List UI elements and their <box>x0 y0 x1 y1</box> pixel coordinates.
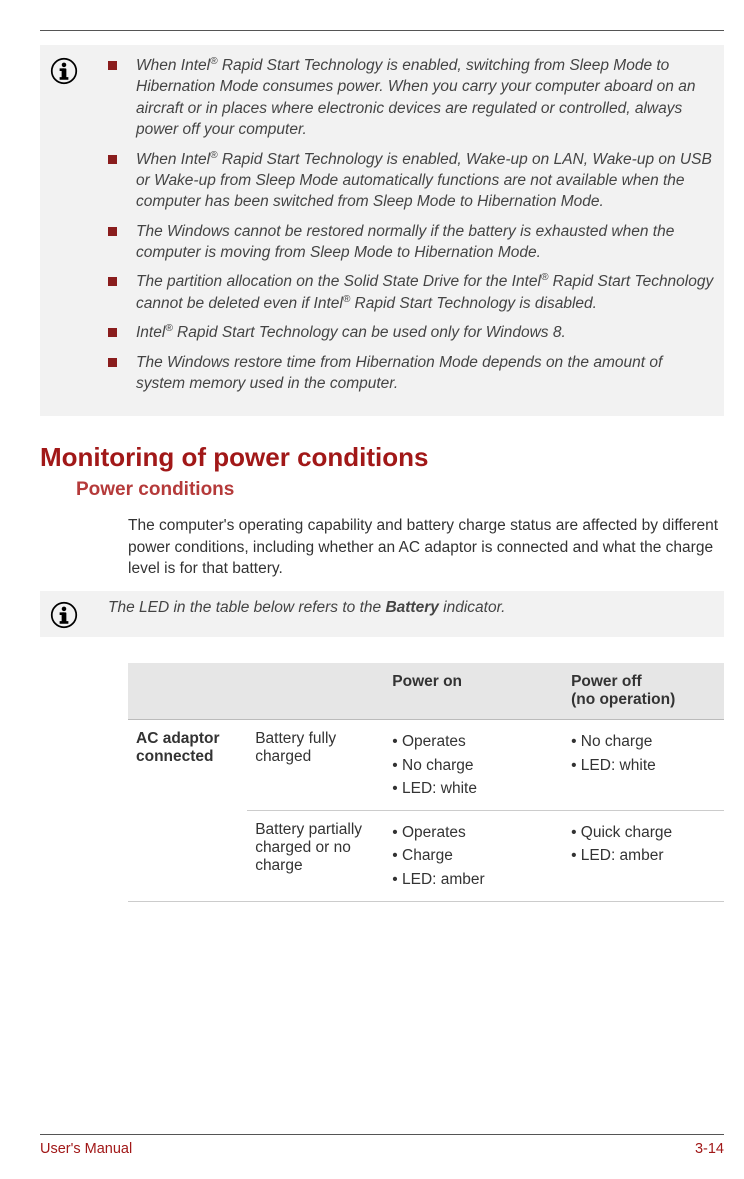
info-note-item: The Windows restore time from Hibernatio… <box>108 352 714 395</box>
info-note-item: The partition allocation on the Solid St… <box>108 271 714 314</box>
top-rule <box>40 30 724 31</box>
info-note-item: When Intel® Rapid Start Technology is en… <box>108 149 714 213</box>
table-cell: • No charge• LED: white <box>563 720 724 811</box>
info-icon <box>50 57 78 85</box>
table-cell: • Quick charge• LED: amber <box>563 811 724 902</box>
table-cell: Battery partially charged or no charge <box>247 811 384 902</box>
table-header: Power on <box>384 663 563 720</box>
footer-left: User's Manual <box>40 1141 132 1157</box>
page-footer: User's Manual 3-14 <box>40 1134 724 1157</box>
info-note-item: Intel® Rapid Start Technology can be use… <box>108 322 714 343</box>
table-cell: • Operates• Charge• LED: amber <box>384 811 563 902</box>
table-header <box>128 663 247 720</box>
footer-right: 3-14 <box>695 1141 724 1157</box>
table-rowhead: AC adaptor connected <box>128 720 247 902</box>
table-row: AC adaptor connectedBattery fully charge… <box>128 720 724 811</box>
info-note-item: When Intel® Rapid Start Technology is en… <box>108 55 714 141</box>
table-cell: • Operates• No charge• LED: white <box>384 720 563 811</box>
subsection-heading: Power conditions <box>76 479 724 501</box>
table-cell: Battery fully charged <box>247 720 384 811</box>
info-note-box-1: When Intel® Rapid Start Technology is en… <box>40 45 724 416</box>
info-note-item: The Windows cannot be restored normally … <box>108 221 714 264</box>
body-paragraph: The computer's operating capability and … <box>128 515 724 579</box>
power-conditions-table: Power onPower off(no operation)AC adapto… <box>128 663 724 902</box>
info-note-list: When Intel® Rapid Start Technology is en… <box>108 55 714 394</box>
info-note-box-2: The LED in the table below refers to the… <box>40 591 724 637</box>
info-icon <box>50 601 78 629</box>
table-header <box>247 663 384 720</box>
info-note-text: The LED in the table below refers to the… <box>108 599 714 617</box>
table-header: Power off(no operation) <box>563 663 724 720</box>
section-heading: Monitoring of power conditions <box>40 442 724 473</box>
